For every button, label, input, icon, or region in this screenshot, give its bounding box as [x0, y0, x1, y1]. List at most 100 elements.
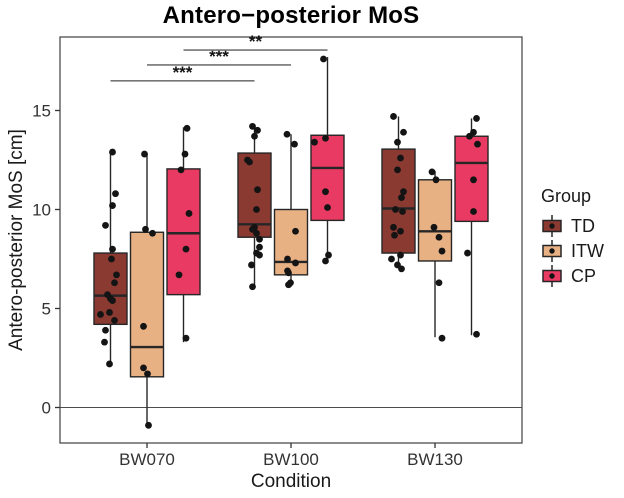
data-point	[109, 202, 116, 209]
data-point	[392, 206, 399, 213]
data-point	[113, 271, 120, 279]
data-point	[473, 115, 480, 122]
data-point	[181, 150, 189, 158]
legend-item-td: TD	[541, 214, 604, 238]
data-point	[109, 297, 116, 304]
data-point	[284, 255, 291, 263]
box-itw-bw070	[129, 231, 165, 378]
data-point	[111, 316, 118, 324]
data-point	[145, 421, 152, 429]
data-point	[399, 208, 406, 215]
box-cp-bw070	[166, 168, 201, 296]
x-tick-label: BW070	[119, 450, 175, 469]
data-point	[109, 148, 116, 156]
data-point	[388, 255, 395, 263]
data-point	[391, 231, 398, 239]
data-point	[398, 265, 405, 273]
data-point	[111, 279, 118, 287]
data-point	[285, 281, 292, 289]
data-point	[322, 134, 329, 142]
data-point	[283, 130, 291, 138]
x-tick-label: BW130	[407, 450, 463, 469]
x-tick-label: BW100	[263, 450, 319, 469]
data-point	[97, 311, 104, 318]
data-point	[292, 259, 299, 267]
data-point	[254, 186, 261, 194]
box-itw-bw130	[417, 179, 453, 262]
data-point	[285, 269, 292, 277]
data-point	[470, 176, 477, 184]
data-point	[249, 122, 256, 130]
data-point	[256, 235, 263, 243]
data-point	[246, 158, 253, 166]
data-point	[182, 245, 190, 253]
data-point	[466, 132, 473, 140]
data-point	[177, 166, 185, 174]
itw-boxplot-key-icon	[542, 240, 562, 262]
significance-label: ***	[173, 63, 193, 82]
data-point	[291, 140, 298, 148]
data-point	[182, 334, 190, 342]
data-point	[398, 194, 405, 202]
significance-label: ***	[209, 47, 229, 66]
data-point	[324, 204, 331, 211]
data-point	[149, 229, 156, 237]
data-point	[435, 279, 443, 287]
data-point	[256, 243, 263, 251]
data-point	[256, 251, 263, 259]
data-point	[432, 176, 440, 184]
data-point	[397, 251, 404, 259]
data-point	[102, 221, 109, 229]
data-point	[253, 206, 260, 213]
data-point	[325, 251, 332, 259]
data-point	[140, 322, 147, 330]
data-point	[397, 154, 404, 162]
data-point	[397, 227, 404, 235]
data-point	[390, 113, 397, 120]
legend-item-cp: CP	[541, 264, 604, 288]
data-point	[430, 223, 438, 231]
data-point	[400, 188, 407, 196]
data-point	[249, 283, 256, 291]
data-point	[428, 168, 436, 176]
legend: Group TD ITW CP	[541, 186, 604, 289]
significance-label: **	[249, 32, 263, 51]
data-point	[112, 190, 119, 198]
data-point	[400, 128, 407, 136]
td-boxplot-key-icon	[542, 215, 562, 237]
y-tick-label: 0	[42, 399, 51, 418]
data-point	[438, 247, 446, 255]
legend-label-itw: ITW	[571, 240, 604, 261]
data-point	[141, 150, 148, 158]
data-point	[101, 338, 108, 346]
y-tick-label: 15	[32, 102, 51, 121]
box-td-bw130	[381, 148, 416, 254]
data-point	[253, 229, 260, 237]
data-point	[185, 210, 193, 217]
cp-boxplot-key-icon	[542, 265, 562, 287]
data-point	[292, 227, 299, 235]
data-point	[464, 249, 471, 257]
data-point	[473, 330, 480, 338]
data-point	[470, 208, 477, 215]
data-point	[390, 223, 397, 231]
box-cp-bw100	[310, 134, 345, 222]
legend-label-cp: CP	[571, 265, 597, 286]
data-point	[438, 334, 446, 342]
legend-title: Group	[541, 186, 592, 206]
legend-label-td: TD	[571, 215, 595, 236]
data-point	[248, 261, 255, 269]
data-point	[311, 138, 318, 146]
data-point	[320, 55, 327, 63]
data-point	[106, 309, 113, 316]
data-point	[322, 188, 329, 196]
data-point	[102, 326, 109, 334]
data-point	[474, 140, 481, 148]
x-axis-label: Condition	[250, 471, 332, 492]
data-point	[394, 166, 401, 174]
data-point	[175, 271, 183, 279]
data-point	[183, 124, 191, 132]
y-tick-label: 10	[32, 201, 51, 220]
